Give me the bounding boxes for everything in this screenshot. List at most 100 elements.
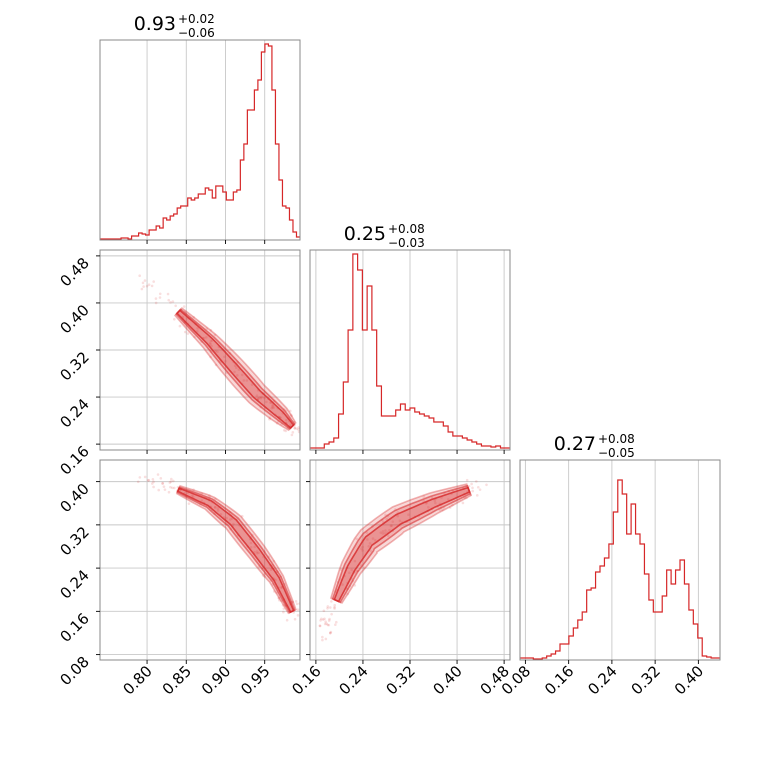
- scatter-point: [441, 508, 444, 512]
- scatter-point: [422, 495, 426, 498]
- pair-plot-area: [138, 274, 300, 437]
- pair-panel-3: 0.16 0.24 0.32 0.40 0.48: [288, 459, 513, 698]
- y-tick-label: 0.16: [56, 609, 92, 645]
- scatter-point: [326, 605, 330, 608]
- scatter-point: [147, 478, 151, 482]
- scatter-point: [209, 339, 213, 343]
- scatter-point: [170, 477, 173, 481]
- histogram-panel-2: 0.25 +0.08−0.03: [309, 222, 511, 454]
- scatter-point: [213, 506, 217, 509]
- scatter-point: [169, 485, 172, 489]
- scatter-point: [260, 395, 263, 399]
- scatter-point: [324, 637, 328, 641]
- contour-level-2: [176, 486, 296, 614]
- scatter-point: [186, 332, 190, 335]
- scatter-point: [245, 379, 249, 382]
- x-tick-label: 0.32: [382, 662, 418, 698]
- scatter-point: [323, 617, 326, 621]
- summary-plus: +0.02: [178, 12, 215, 26]
- pair-plot-area: [136, 473, 307, 622]
- histogram-step-line: [520, 479, 720, 660]
- scatter-point: [278, 598, 281, 602]
- scatter-point: [150, 284, 154, 288]
- summary-plus: +0.08: [598, 432, 635, 446]
- scatter-point: [407, 513, 410, 517]
- scatter-point: [250, 383, 254, 386]
- scatter-point: [158, 296, 162, 299]
- scatter-point: [167, 490, 171, 494]
- scatter-point: [216, 509, 220, 512]
- scatter-point: [355, 537, 358, 541]
- x-tick-label: 0.32: [628, 662, 664, 698]
- y-tick-label: 0.40: [56, 301, 92, 337]
- scatter-point: [368, 542, 372, 545]
- scatter-point: [471, 486, 474, 490]
- scatter-point: [297, 430, 300, 434]
- scatter-point: [192, 488, 195, 492]
- scatter-point: [219, 513, 223, 516]
- scatter-point: [330, 600, 333, 603]
- scatter-point: [333, 607, 336, 610]
- scatter-point: [282, 607, 286, 610]
- scatter-point: [333, 603, 337, 607]
- scatter-point: [192, 315, 196, 319]
- scatter-point: [295, 427, 299, 430]
- scatter-point: [152, 485, 155, 489]
- scatter-point: [285, 418, 288, 422]
- scatter-point: [191, 495, 195, 498]
- scatter-point: [384, 529, 387, 532]
- panel-frame: [519, 459, 721, 661]
- x-tick-label: 0.16: [288, 662, 324, 698]
- scatter-point: [369, 549, 372, 553]
- scatter-point: [465, 478, 469, 482]
- contour-level-1: [333, 486, 471, 603]
- scatter-point: [381, 530, 385, 533]
- scatter-point: [318, 624, 322, 627]
- scatter-point: [328, 617, 331, 621]
- scatter-point: [152, 280, 156, 283]
- contour-level-1: [175, 309, 295, 429]
- x-tick-label: 0.40: [671, 662, 707, 698]
- scatter-point: [272, 406, 276, 409]
- scatter-point: [271, 404, 274, 408]
- scatter-point: [320, 617, 323, 621]
- scatter-point: [225, 516, 228, 520]
- scatter-point: [427, 505, 430, 509]
- summary-median: 0.93: [134, 13, 176, 35]
- scatter-point: [461, 501, 465, 505]
- histogram-title: 0.93 +0.02−0.06: [134, 12, 215, 40]
- panel-frame: [99, 459, 301, 661]
- scatter-point: [291, 431, 295, 434]
- scatter-point: [178, 324, 182, 328]
- scatter-point: [296, 608, 300, 612]
- scatter-point: [396, 514, 400, 518]
- y-tick-label: 0.08: [56, 653, 92, 689]
- scatter-point: [333, 605, 336, 609]
- scatter-point: [158, 292, 162, 296]
- scatter-point: [151, 482, 154, 485]
- y-tick-label: 0.24: [56, 566, 92, 602]
- scatter-point: [147, 283, 151, 287]
- scatter-point: [360, 547, 363, 551]
- histogram-title: 0.25 +0.08−0.03: [344, 222, 425, 250]
- scatter-point: [209, 328, 213, 332]
- scatter-point: [143, 475, 147, 479]
- scatter-point: [255, 550, 259, 553]
- scatter-point: [232, 522, 235, 526]
- scatter-point: [297, 426, 300, 429]
- scatter-point: [193, 335, 196, 339]
- histogram-title: 0.27 +0.08−0.05: [554, 432, 635, 460]
- scatter-point: [304, 617, 307, 620]
- scatter-point: [281, 603, 285, 607]
- scatter-point: [362, 566, 366, 570]
- scatter-point: [321, 618, 325, 621]
- scatter-point: [390, 524, 394, 528]
- scatter-point: [272, 559, 276, 563]
- contour-level-1: [176, 487, 295, 614]
- scatter-point: [167, 298, 171, 302]
- scatter-point: [142, 285, 145, 288]
- scatter-point: [350, 568, 353, 572]
- scatter-point: [277, 596, 280, 600]
- scatter-point: [381, 532, 385, 535]
